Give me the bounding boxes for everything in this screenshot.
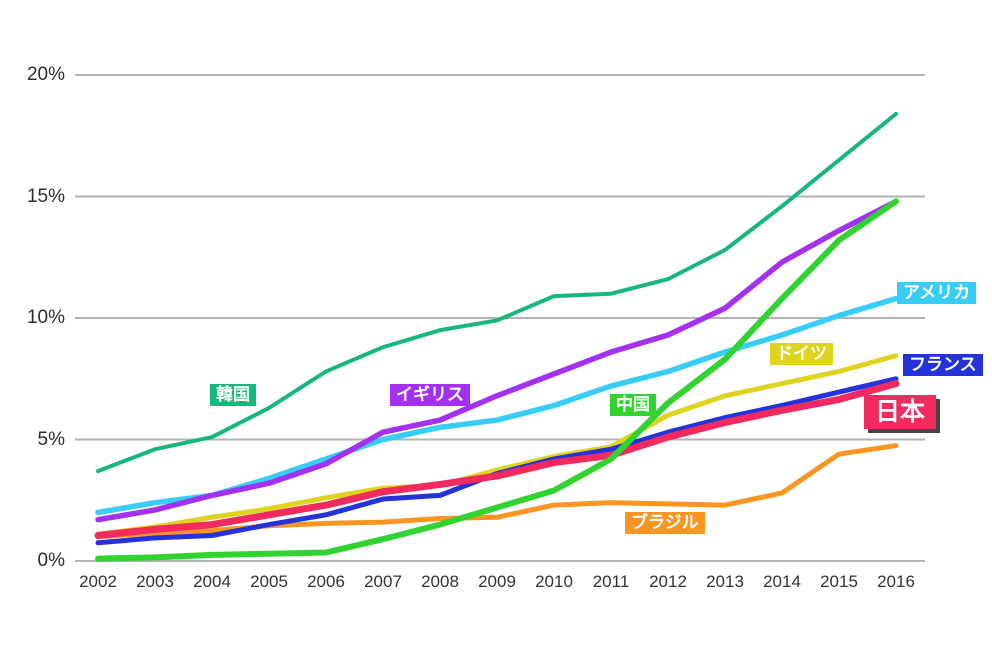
line-china [95, 198, 899, 562]
line-korea [96, 111, 898, 474]
line-japan [94, 380, 900, 539]
x-tick-label: 2002 [79, 572, 117, 591]
line-uk [95, 198, 899, 523]
y-tick-label: 10% [26, 307, 65, 328]
x-tick-label: 2015 [820, 572, 858, 591]
x-tick-label: 2016 [877, 572, 915, 591]
x-tick-label: 2007 [364, 572, 402, 591]
y-tick-label: 15% [26, 185, 65, 207]
series-label-france: フランス [903, 354, 983, 377]
series-label-germany: ドイツ [770, 343, 833, 366]
x-tick-label: 2009 [478, 572, 516, 591]
series-label-uk: イギリス [390, 384, 470, 407]
x-tick-label: 2005 [250, 572, 288, 591]
line-germany [95, 353, 899, 537]
series-label-usa: アメリカ [897, 282, 977, 305]
x-tick-label: 2003 [136, 572, 174, 591]
x-tick-label: 2013 [706, 572, 744, 591]
x-tick-label: 2011 [592, 572, 630, 591]
x-tick-label: 2014 [763, 572, 801, 591]
y-tick-label: 0% [37, 550, 65, 571]
x-tick-label: 2010 [535, 572, 573, 591]
y-tick-label: 20% [26, 64, 65, 85]
y-tick-label: 5% [37, 428, 65, 450]
series-label-japan: 日本 [864, 395, 937, 429]
series-label-korea: 韓国 [210, 384, 256, 407]
x-tick-label: 2008 [421, 572, 459, 591]
series-label-brazil: ブラジル [625, 512, 705, 535]
series-label-china: 中国 [610, 394, 656, 417]
x-tick-label: 2004 [193, 572, 231, 591]
x-tick-label: 2012 [649, 572, 687, 591]
line-brazil [95, 443, 899, 540]
x-tick-label: 2006 [307, 572, 345, 591]
